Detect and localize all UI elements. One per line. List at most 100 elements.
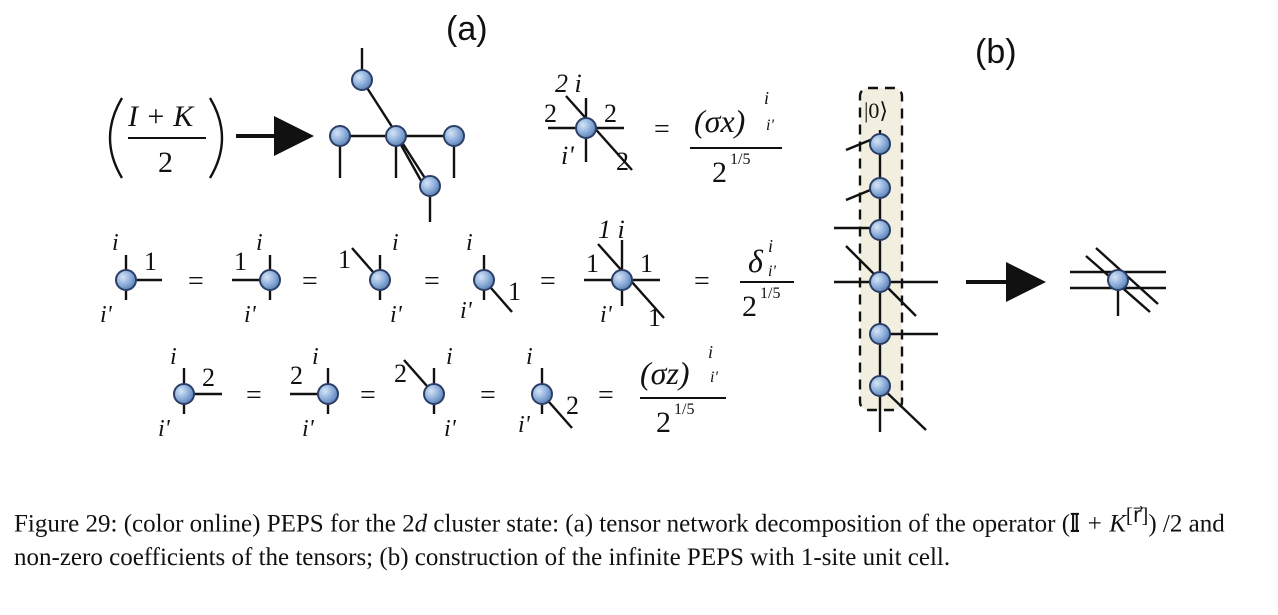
leg-label: 1 [508, 277, 521, 306]
figure-caption: Figure 29: (color online) PEPS for the 2… [14, 498, 1266, 575]
index-i: i [466, 230, 473, 256]
panel-b-label: (b) [975, 33, 1017, 71]
caption-operator-identity: 𝕀 [1070, 510, 1080, 538]
caption-operator-k: + K [1086, 510, 1126, 538]
leg-label: 2 [290, 361, 303, 390]
tensor-node [385, 125, 407, 147]
tensor-node [575, 117, 597, 139]
operator-numerator: I + K [127, 100, 195, 133]
equals-sign: = [694, 266, 710, 297]
equals-sign: = [480, 380, 496, 411]
caption-operator-sup: [r⃗] [1125, 503, 1149, 527]
leg-label: 1 [144, 247, 157, 276]
panel-a-label: (a) [446, 10, 488, 48]
figure-29-diagram: (a) (b) [100, 10, 1166, 442]
delta: δ [748, 243, 764, 279]
operator-denominator: 2 [158, 146, 173, 179]
tensor-node [173, 383, 195, 405]
denominator-2: 2 [656, 406, 671, 439]
tensor-node [351, 69, 373, 91]
sigma-x-sub: i' [766, 117, 774, 134]
tensor-node [869, 219, 891, 241]
index-i-prime: i' [444, 416, 457, 442]
index-i: i [112, 230, 119, 256]
denominator-exp: 1/5 [730, 151, 750, 168]
caption-operator-close: ) /2 [1148, 510, 1183, 538]
sigma-z-sup: i [708, 342, 713, 362]
index-i-prime: i' [100, 302, 113, 328]
index-i: i [170, 344, 177, 370]
index-i-prime: i' [600, 302, 613, 328]
tensor-top-label: 2 i [555, 69, 582, 98]
tensor-node [317, 383, 339, 405]
leg-label: 2 [566, 391, 579, 420]
equals-sign: = [188, 266, 204, 297]
tensor-node [1107, 269, 1129, 291]
tensor-node [869, 323, 891, 345]
sigma-z-sub: i' [710, 369, 718, 386]
tensor-right-label: 2 [604, 99, 617, 128]
tensor-node [473, 269, 495, 291]
leg-label: 2 [202, 363, 215, 392]
leg-label: 1 [234, 247, 247, 276]
delta-sub: i' [768, 263, 776, 280]
caption-italic-d: d [414, 510, 428, 538]
leg-label: 1 [586, 249, 599, 278]
index-i-prime: i' [158, 416, 171, 442]
index-i-prime: i' [460, 298, 473, 324]
index-i-prime: i' [390, 302, 403, 328]
sigma-z: (σz) [640, 355, 690, 391]
tensor-node [259, 269, 281, 291]
sigma-x: (σx) [694, 103, 745, 139]
paren-right [208, 97, 224, 179]
caption-text-3: and non-zero coefficients of the tensors… [14, 510, 1225, 572]
leg-label: 1 [338, 245, 351, 274]
caption-text-2: cluster state: (a) tensor network decomp… [433, 510, 1056, 538]
tensor-node [329, 125, 351, 147]
tensor-node [443, 125, 465, 147]
equals-sign: = [246, 380, 262, 411]
tensor-node [419, 175, 441, 197]
equals-sign: = [424, 266, 440, 297]
sigma-x-sup: i [764, 88, 769, 108]
tensor-node [869, 375, 891, 397]
tensor-node [531, 383, 553, 405]
tensor-node [611, 269, 633, 291]
index-i-prime: i' [302, 416, 315, 442]
equals-sign: = [302, 266, 318, 297]
index-i-prime: i' [518, 412, 531, 438]
tensor-lower-left-label: i' [561, 141, 574, 170]
denominator-2: 2 [712, 156, 727, 189]
caption-figure-number: Figure 29: [14, 510, 118, 538]
equals-sign: = [540, 266, 556, 297]
tensor-left-label: 2 [544, 99, 557, 128]
index-i: i [446, 344, 453, 370]
leg-label: 1 [648, 303, 661, 332]
leg-label: 1 [640, 249, 653, 278]
equals-sign: = [598, 380, 614, 411]
tensor-node [369, 269, 391, 291]
tensor-top-label: 1 i [598, 215, 625, 244]
equals-sign: = [360, 380, 376, 411]
delta-sup: i [768, 236, 773, 256]
index-i: i [256, 230, 263, 256]
tensor-node [869, 177, 891, 199]
leg-label: 2 [394, 359, 407, 388]
index-i: i [526, 344, 533, 370]
index-i-prime: i' [244, 302, 257, 328]
tensor-node [115, 269, 137, 291]
denominator-exp: 1/5 [674, 401, 694, 418]
index-i: i [392, 230, 399, 256]
tensor-lower-right-label: 2 [616, 147, 629, 176]
equals-sign: = [654, 114, 670, 145]
caption-operator-open: ( [1061, 510, 1071, 538]
denominator-2: 2 [742, 290, 757, 323]
denominator-exp: 1/5 [760, 285, 780, 302]
caption-text-1: (color online) PEPS for the 2 [123, 510, 415, 538]
tensor-node [869, 133, 891, 155]
tensor-node [423, 383, 445, 405]
ket-zero: |0⟩ [864, 98, 888, 123]
paren-left [108, 97, 124, 179]
tensor-node [869, 271, 891, 293]
index-i: i [312, 344, 319, 370]
